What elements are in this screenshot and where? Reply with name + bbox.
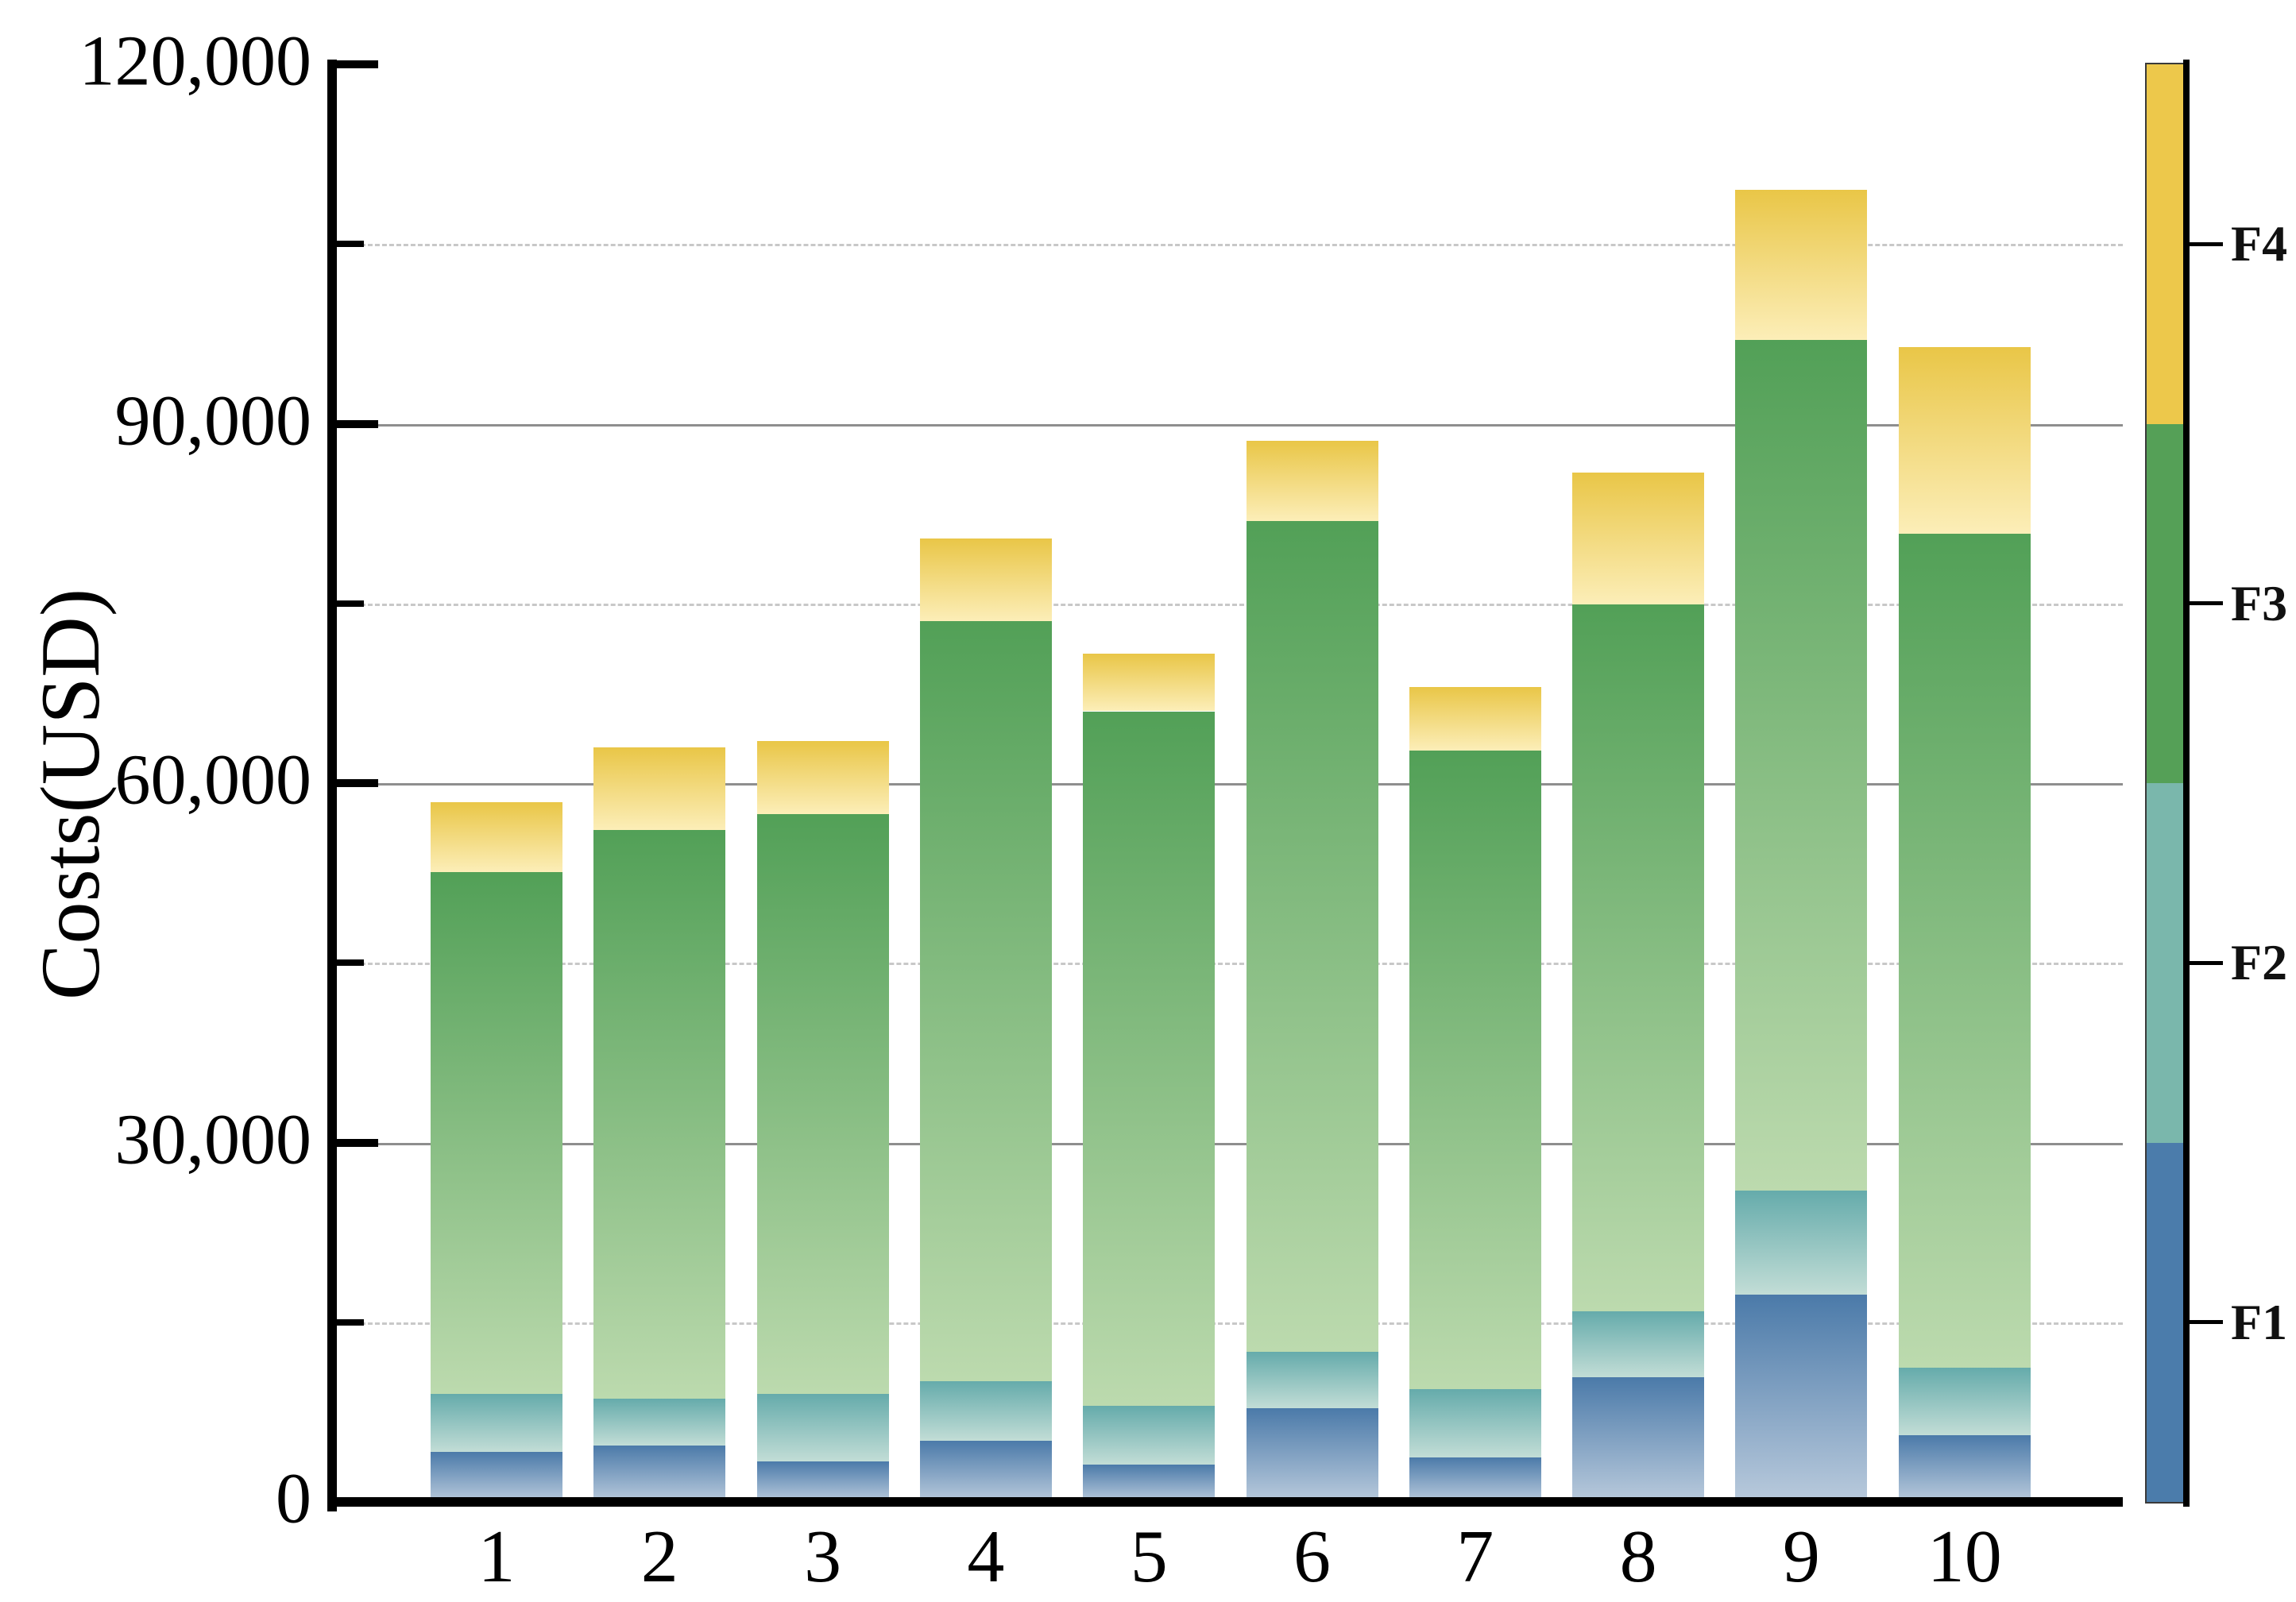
- bar-1-segment-F3: [431, 871, 562, 1395]
- bar-4-segment-F2: [919, 1380, 1052, 1442]
- bar-10-segment-F2: [1898, 1368, 2031, 1435]
- x-tick-label-4: 4: [967, 1515, 1005, 1598]
- bar-5-segment-F4: [1083, 654, 1216, 712]
- bar-2-segment-F1: [593, 1446, 726, 1502]
- y-major-tick-120000: [335, 60, 378, 68]
- gridline-dashed-45000: [332, 963, 2123, 966]
- colorbar-segment-F3: [2147, 423, 2183, 783]
- gridline-dashed-75000: [332, 603, 2123, 606]
- y-tick-label-120000: 120,000: [79, 21, 312, 101]
- y-minor-tick-15000: [335, 1318, 364, 1326]
- bar-5-segment-F1: [1083, 1465, 1216, 1502]
- bar-9-segment-F2: [1735, 1190, 1868, 1295]
- bar-6-segment-F4: [1246, 440, 1378, 521]
- colorbar-right-line: [2183, 60, 2190, 1507]
- bar-6-segment-F2: [1246, 1352, 1378, 1409]
- x-tick-label-1: 1: [477, 1515, 516, 1598]
- y-tick-label-30000: 30,000: [114, 1099, 312, 1179]
- colorbar-label-F3: F3: [2231, 574, 2288, 631]
- bar-6-segment-F3: [1246, 520, 1378, 1353]
- y-major-tick-0: [335, 1498, 378, 1506]
- y-major-tick-90000: [335, 419, 378, 428]
- x-axis-line: [327, 1497, 2123, 1507]
- bar-8-segment-F2: [1572, 1311, 1705, 1378]
- bar-1-segment-F2: [431, 1394, 562, 1452]
- bar-10-segment-F4: [1898, 346, 2031, 535]
- x-tick-label-9: 9: [1782, 1515, 1820, 1598]
- bar-7-segment-F3: [1409, 751, 1541, 1390]
- y-minor-tick-105000: [335, 241, 364, 248]
- bar-3-segment-F1: [756, 1461, 889, 1502]
- bar-5-segment-F3: [1083, 711, 1216, 1407]
- colorbar-segment-F2: [2147, 783, 2183, 1143]
- bar-7-segment-F4: [1409, 687, 1541, 751]
- x-tick-label-3: 3: [804, 1515, 842, 1598]
- bar-8-segment-F4: [1572, 473, 1705, 605]
- bar-9-segment-F3: [1735, 339, 1868, 1191]
- x-tick-label-8: 8: [1619, 1515, 1657, 1598]
- colorbar-frame: [2145, 63, 2185, 1504]
- bar-2-segment-F3: [593, 829, 726, 1399]
- x-tick-label-2: 2: [640, 1515, 678, 1598]
- y-tick-label-60000: 60,000: [114, 740, 312, 820]
- bar-6-segment-F1: [1246, 1408, 1378, 1502]
- y-tick-label-0: 0: [276, 1459, 311, 1538]
- colorbar-segment-F4: [2147, 64, 2183, 424]
- y-minor-tick-75000: [335, 600, 364, 607]
- bar-10-segment-F1: [1898, 1434, 2031, 1502]
- y-axis-line: [327, 60, 337, 1511]
- y-tick-label-90000: 90,000: [114, 380, 312, 460]
- bar-4-segment-F4: [919, 539, 1052, 622]
- bar-2-segment-F2: [593, 1399, 726, 1446]
- x-tick-label-7: 7: [1456, 1515, 1494, 1598]
- y-major-tick-60000: [335, 779, 378, 787]
- x-tick-label-10: 10: [1927, 1515, 2002, 1598]
- bar-2-segment-F4: [593, 747, 726, 830]
- bar-8-segment-F3: [1572, 604, 1705, 1312]
- gridline-dashed-15000: [332, 1322, 2123, 1325]
- bar-4-segment-F1: [919, 1441, 1052, 1502]
- colorbar-tick-F4: [2190, 241, 2223, 246]
- bar-3-segment-F3: [756, 814, 889, 1395]
- gridline-solid-30000: [332, 1142, 2123, 1145]
- colorbar-label-F2: F2: [2231, 934, 2288, 991]
- colorbar-label-F4: F4: [2231, 215, 2288, 272]
- bar-1-segment-F1: [431, 1451, 562, 1502]
- colorbar-segment-F1: [2147, 1142, 2183, 1502]
- bar-8-segment-F1: [1572, 1377, 1705, 1502]
- bar-9-segment-F1: [1735, 1295, 1868, 1502]
- bar-1-segment-F4: [431, 802, 562, 872]
- colorbar-tick-F1: [2190, 1320, 2223, 1325]
- bar-3-segment-F2: [756, 1394, 889, 1461]
- bar-10-segment-F3: [1898, 534, 2031, 1368]
- bar-3-segment-F4: [756, 741, 889, 815]
- colorbar-tick-F2: [2190, 960, 2223, 965]
- gridline-dashed-105000: [332, 244, 2123, 247]
- bar-4-segment-F3: [919, 621, 1052, 1381]
- colorbar-label-F1: F1: [2231, 1293, 2288, 1350]
- y-minor-tick-45000: [335, 959, 364, 967]
- gridline-solid-60000: [332, 783, 2123, 786]
- x-tick-label-5: 5: [1130, 1515, 1168, 1598]
- gridline-solid-90000: [332, 423, 2123, 427]
- bar-5-segment-F2: [1083, 1406, 1216, 1465]
- bar-7-segment-F2: [1409, 1389, 1541, 1458]
- x-tick-label-6: 6: [1293, 1515, 1331, 1598]
- y-major-tick-30000: [335, 1138, 378, 1147]
- bar-9-segment-F4: [1735, 190, 1868, 340]
- bar-7-segment-F1: [1409, 1457, 1541, 1502]
- colorbar-tick-F3: [2190, 601, 2223, 606]
